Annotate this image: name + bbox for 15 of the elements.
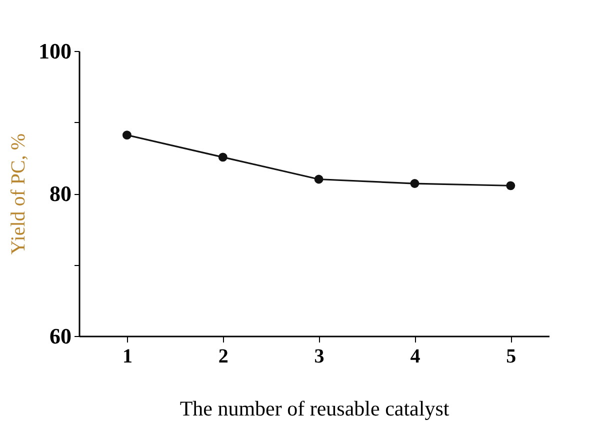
- x-tick-label: 5: [506, 346, 516, 368]
- point: [410, 179, 420, 188]
- point: [218, 152, 228, 162]
- y-tick-label: 60: [50, 324, 72, 348]
- y-tick-label: 80: [50, 181, 72, 206]
- x-tick-label: 2: [218, 346, 228, 368]
- point: [314, 174, 324, 184]
- y-axis-title: Yield of PC, %: [8, 133, 30, 255]
- point: [122, 130, 132, 140]
- x-tick-label: 3: [314, 346, 324, 368]
- x-tick-label: 4: [410, 346, 420, 368]
- y-tick-label: 100: [38, 38, 72, 64]
- x-axis-title: The number of reusable catalyst: [180, 396, 450, 420]
- point: [506, 181, 516, 190]
- x-tick-label: 1: [122, 346, 132, 368]
